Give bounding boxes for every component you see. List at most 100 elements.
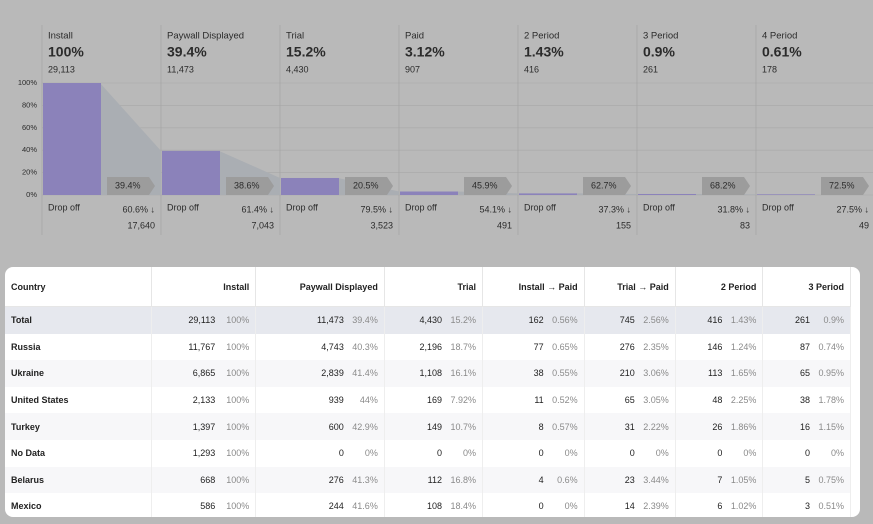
country-cell: United States xyxy=(5,386,152,414)
count: 4,430 xyxy=(419,315,442,326)
metric-cell: 87 0.74% xyxy=(762,333,851,361)
conversion-tag xyxy=(583,177,631,195)
metric-cell: 0 0% xyxy=(255,439,385,467)
count: 416 xyxy=(707,315,723,326)
count: 31 xyxy=(624,421,635,432)
metric-cell: 586 100% xyxy=(151,493,257,517)
metric-cell: 1,397 100% xyxy=(151,413,257,440)
bar xyxy=(519,193,577,195)
y-tick-label: 60% xyxy=(22,123,37,132)
metric-cell: 1,108 16.1% xyxy=(384,360,484,387)
funnel-connector xyxy=(100,83,161,195)
country-cell: Total xyxy=(5,306,152,334)
count: 65 xyxy=(624,395,635,406)
count: 586 xyxy=(200,501,216,512)
stage-name: Install xyxy=(48,31,73,42)
drop-off-count: 3,523 xyxy=(370,220,393,230)
metric-cell: 1,293 100% xyxy=(151,439,257,467)
stage-count: 4,430 xyxy=(286,64,309,74)
count: 0 xyxy=(629,448,635,459)
conversion-tag xyxy=(107,177,155,195)
percent: 0.51% xyxy=(818,501,844,512)
metric-cell: 3 0.51% xyxy=(762,493,851,517)
metric-cell: 0 0% xyxy=(584,439,676,467)
stage-count: 29,113 xyxy=(48,64,75,74)
stage-name: Trial xyxy=(286,31,304,42)
percent: 0% xyxy=(655,448,669,459)
metric-cell: 261 0.9% xyxy=(762,306,851,334)
percent: 2.35% xyxy=(643,341,669,352)
count: 38 xyxy=(533,368,544,379)
metric-cell: 146 1.24% xyxy=(675,333,764,361)
percent: 0% xyxy=(364,448,378,459)
metric-cell: 276 2.35% xyxy=(584,333,676,361)
y-tick-label: 80% xyxy=(22,100,37,109)
count: 112 xyxy=(427,474,442,485)
percent: 100% xyxy=(226,368,250,379)
drop-off-percent: 31.8% ↓ xyxy=(717,204,750,214)
percent: 44% xyxy=(359,395,378,406)
bar xyxy=(400,191,458,195)
metric-cell: 244 41.6% xyxy=(255,493,385,517)
count: 11,767 xyxy=(188,341,216,352)
metric-cell: 23 3.44% xyxy=(584,466,676,494)
conversion-tag xyxy=(464,177,512,195)
percent: 0.9% xyxy=(823,315,844,326)
percent: 0.6% xyxy=(557,474,578,485)
table-row: No Data 1,293 100% 0 0% 0 0% 0 0% 0 0% 0 0% 0 0% xyxy=(5,439,851,467)
metric-cell: 2,133 100% xyxy=(151,386,257,414)
drop-off-count: 49 xyxy=(859,220,869,230)
percent: 3.44% xyxy=(643,474,669,485)
bar xyxy=(162,150,220,195)
metric-cell: 600 42.9% xyxy=(255,413,385,440)
count: 939 xyxy=(328,395,344,406)
drop-off-label: Drop off xyxy=(643,202,675,212)
metric-cell: 4 0.6% xyxy=(482,466,585,494)
percent: 0.56% xyxy=(552,315,578,326)
metric-cell: 31 2.22% xyxy=(584,413,676,440)
percent: 1.02% xyxy=(730,501,757,512)
percent: 0.95% xyxy=(818,368,844,379)
percent: 41.4% xyxy=(352,368,378,379)
metric-cell: 26 1.86% xyxy=(675,413,764,440)
percent: 100% xyxy=(226,448,250,459)
count: 65 xyxy=(799,368,810,379)
count: 29,113 xyxy=(188,315,216,326)
conversion-label: 45.9% xyxy=(472,180,498,190)
drop-off-count: 7,043 xyxy=(251,220,274,230)
count: 11,473 xyxy=(316,315,344,326)
stage-percent: 39.4% xyxy=(167,44,207,60)
metric-cell: 210 3.06% xyxy=(584,360,676,387)
count: 6 xyxy=(717,501,723,512)
conversion-tag xyxy=(226,177,274,195)
column-header: Country xyxy=(5,267,152,307)
metric-cell: 0 0% xyxy=(675,439,764,467)
count: 38 xyxy=(799,395,810,406)
count: 162 xyxy=(528,315,544,326)
bar xyxy=(638,193,696,195)
drop-off-label: Drop off xyxy=(286,202,318,212)
count: 210 xyxy=(619,368,635,379)
metric-cell: 4,743 40.3% xyxy=(255,333,385,361)
metric-cell: 77 0.65% xyxy=(482,333,585,361)
count: 1,397 xyxy=(192,421,216,432)
percent: 0.57% xyxy=(552,421,578,432)
metric-cell: 276 41.3% xyxy=(255,466,385,494)
metric-cell: 7 1.05% xyxy=(675,466,764,494)
percent: 1.24% xyxy=(730,341,757,352)
percent: 100% xyxy=(226,395,250,406)
percent: 2.22% xyxy=(643,421,669,432)
column-header: Install → Paid xyxy=(482,267,585,307)
percent: 1.86% xyxy=(730,421,757,432)
metric-cell: 169 7.92% xyxy=(384,386,484,414)
percent: 2.56% xyxy=(643,315,669,326)
count: 149 xyxy=(426,421,442,432)
metric-cell: 14 2.39% xyxy=(584,493,676,517)
stage-count: 907 xyxy=(405,64,420,74)
metric-cell: 8 0.57% xyxy=(482,413,585,440)
metric-cell: 5 0.75% xyxy=(762,466,851,494)
percent: 100% xyxy=(226,315,250,326)
percent: 40.3% xyxy=(352,341,378,352)
metric-cell: 416 1.43% xyxy=(675,306,764,334)
drop-off-percent: 54.1% ↓ xyxy=(479,204,512,214)
